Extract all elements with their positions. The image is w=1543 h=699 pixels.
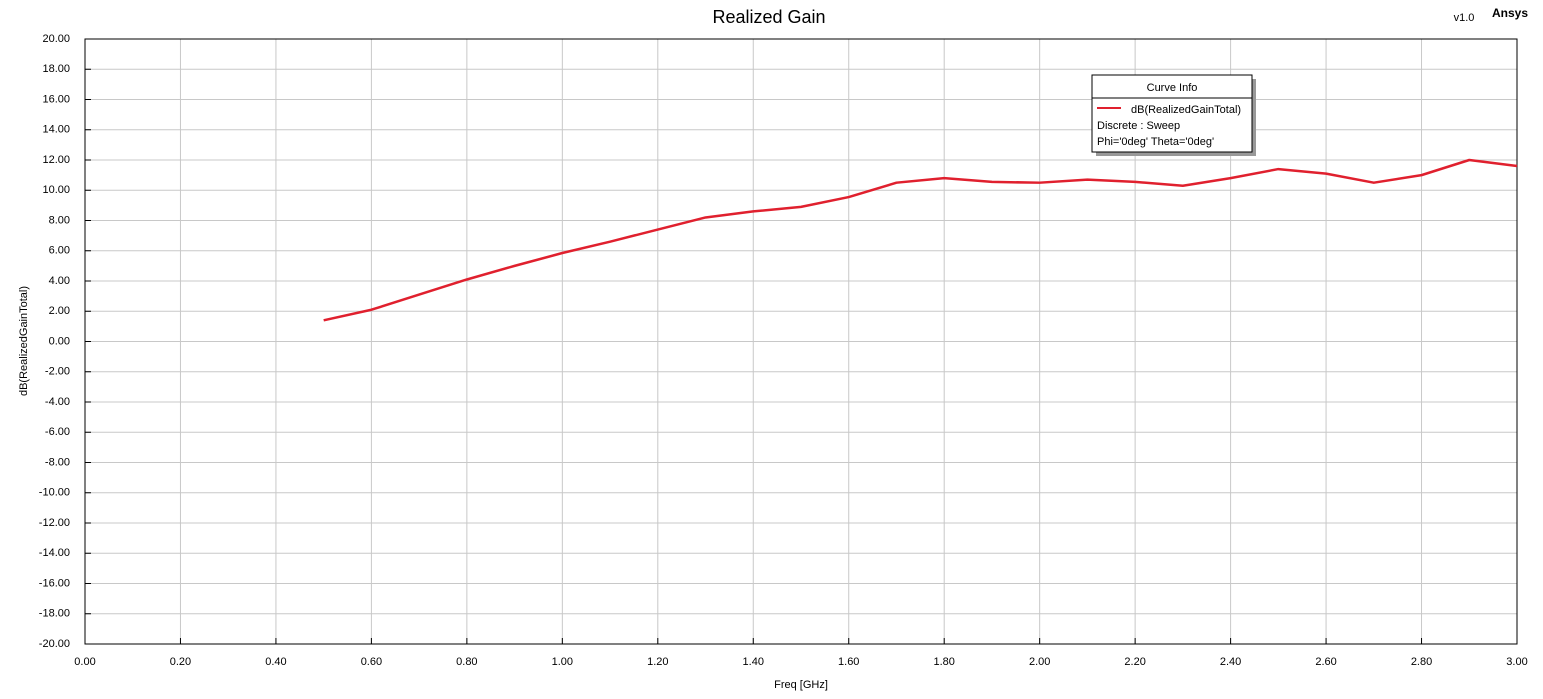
y-tick-label: 16.00 — [42, 93, 70, 105]
legend-entry: dB(RealizedGainTotal) — [1131, 104, 1241, 116]
y-tick-label: -14.00 — [39, 547, 70, 559]
y-axis-label: dB(RealizedGainTotal) — [18, 286, 30, 396]
y-tick-label: 12.00 — [42, 154, 70, 166]
y-tick-label: -18.00 — [39, 608, 70, 620]
y-tick-label: 20.00 — [42, 33, 70, 45]
y-tick-label: 18.00 — [42, 63, 70, 75]
x-tick-label: 0.40 — [265, 656, 286, 668]
x-tick-label: 1.60 — [838, 656, 859, 668]
x-tick-label: 2.80 — [1411, 656, 1432, 668]
x-tick-label: 0.60 — [361, 656, 382, 668]
x-tick-label: 1.40 — [743, 656, 764, 668]
y-tick-label: 14.00 — [42, 124, 70, 136]
y-tick-label: -20.00 — [39, 638, 70, 650]
legend: Curve Info dB(RealizedGainTotal) Discret… — [1091, 74, 1256, 156]
marks — [323, 158, 1518, 322]
x-tick-label: 0.20 — [170, 656, 191, 668]
version: v1.0 — [1454, 12, 1475, 24]
y-tick-label: 10.00 — [42, 184, 70, 196]
y-tick-label: -2.00 — [45, 366, 70, 378]
chart-title: Realized Gain — [712, 7, 825, 27]
y-tick-label: 4.00 — [49, 275, 70, 287]
y-tick-label: -8.00 — [45, 456, 70, 468]
legend-note: Discrete : Sweep — [1097, 120, 1180, 132]
x-axis-label: Freq [GHz] — [774, 679, 828, 691]
grid — [84, 38, 1518, 645]
y-tick-label: 6.00 — [49, 245, 70, 257]
y-tick-label: 8.00 — [49, 214, 70, 226]
y-tick-label: -16.00 — [39, 577, 70, 589]
x-tick-label: 2.40 — [1220, 656, 1241, 668]
x-tick-label: 3.00 — [1506, 656, 1527, 668]
y-tick-label: 2.00 — [49, 305, 70, 317]
x-tick-label: 2.00 — [1029, 656, 1050, 668]
x-tick-label: 1.20 — [647, 656, 668, 668]
y-tick-label: -4.00 — [45, 396, 70, 408]
x-tick-label: 1.00 — [552, 656, 573, 668]
x-tick-label: 0.00 — [74, 656, 95, 668]
data-line — [323, 158, 1518, 322]
legend-note: Phi='0deg' Theta='0deg' — [1097, 136, 1214, 148]
x-tick-label: 2.60 — [1315, 656, 1336, 668]
y-tick-label: 0.00 — [49, 335, 70, 347]
x-tick-label: 1.80 — [933, 656, 954, 668]
x-tick-label: 2.20 — [1124, 656, 1145, 668]
y-tick-label: -6.00 — [45, 426, 70, 438]
brand: Ansys — [1492, 6, 1528, 20]
legend-box — [1091, 74, 1253, 153]
legend-title: Curve Info — [1147, 82, 1198, 94]
y-tick-label: -10.00 — [39, 487, 70, 499]
plot-frame — [84, 38, 1518, 645]
y-tick-label: -12.00 — [39, 517, 70, 529]
x-tick-label: 0.80 — [456, 656, 477, 668]
